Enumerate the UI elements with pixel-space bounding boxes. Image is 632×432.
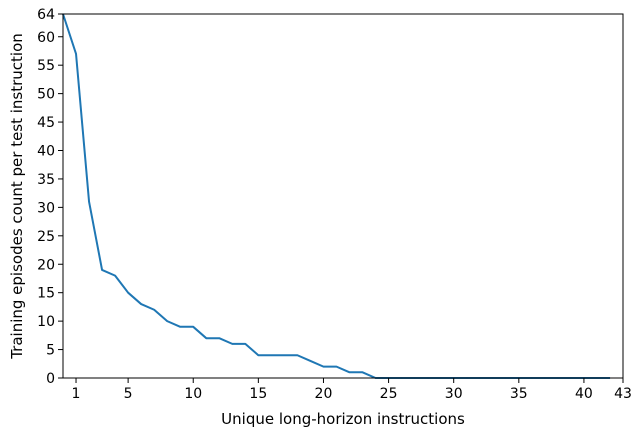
y-axis: 0 5 10 15 20 25 30 35 40 45 50 55 60 64 — [37, 7, 63, 387]
y-tick-label: 45 — [37, 115, 55, 131]
data-point — [75, 53, 77, 55]
x-tick-label: 40 — [575, 386, 593, 402]
data-point — [205, 337, 207, 339]
data-point — [361, 371, 364, 373]
x-tick-label: 30 — [445, 386, 463, 402]
y-tick-label: 50 — [37, 87, 55, 103]
y-tick-label: 64 — [37, 7, 55, 23]
data-point — [101, 269, 103, 271]
x-tick-label: 15 — [249, 386, 267, 402]
data-point — [127, 292, 129, 294]
data-point — [257, 354, 259, 356]
y-tick-label: 5 — [46, 343, 55, 359]
data-point — [335, 366, 338, 368]
x-tick-label: 25 — [380, 386, 398, 402]
data-point — [166, 320, 168, 322]
x-axis: 1 5 10 15 20 25 30 35 40 43 — [72, 378, 632, 402]
plot-frame — [62, 13, 624, 379]
data-point — [296, 354, 299, 356]
y-tick-label: 55 — [37, 58, 55, 74]
x-tick-label: 20 — [315, 386, 333, 402]
y-tick-label: 15 — [37, 286, 55, 302]
plot-area — [62, 13, 611, 379]
x-tick-label: 43 — [614, 386, 632, 402]
x-tick-label: 35 — [510, 386, 528, 402]
y-tick-label: 40 — [37, 144, 55, 160]
y-tick-label: 25 — [37, 229, 55, 245]
data-point — [88, 201, 90, 203]
data-point — [218, 337, 220, 339]
y-tick-label: 30 — [37, 200, 55, 216]
data-point — [114, 275, 116, 277]
data-point — [192, 326, 194, 328]
y-tick-label: 35 — [37, 172, 55, 188]
data-point — [348, 371, 351, 373]
x-tick-label: 1 — [72, 386, 81, 402]
data-point — [270, 354, 272, 356]
y-tick-label: 60 — [37, 30, 55, 46]
data-point — [322, 366, 325, 368]
data-point — [179, 326, 181, 328]
data-point — [153, 309, 155, 311]
y-tick-label: 20 — [37, 257, 55, 273]
y-tick-label: 10 — [37, 314, 55, 330]
x-tick-label: 10 — [184, 386, 202, 402]
y-tick-label: 0 — [46, 371, 55, 387]
x-tick-label: 5 — [124, 386, 133, 402]
y-axis-label: Training episodes count per test instruc… — [8, 33, 26, 360]
series-line — [62, 13, 610, 379]
data-point — [283, 354, 285, 356]
data-point — [244, 343, 246, 345]
data-point — [231, 343, 233, 345]
x-axis-label: Unique long-horizon instructions — [221, 410, 465, 428]
data-point — [140, 303, 142, 305]
data-point — [309, 360, 312, 362]
